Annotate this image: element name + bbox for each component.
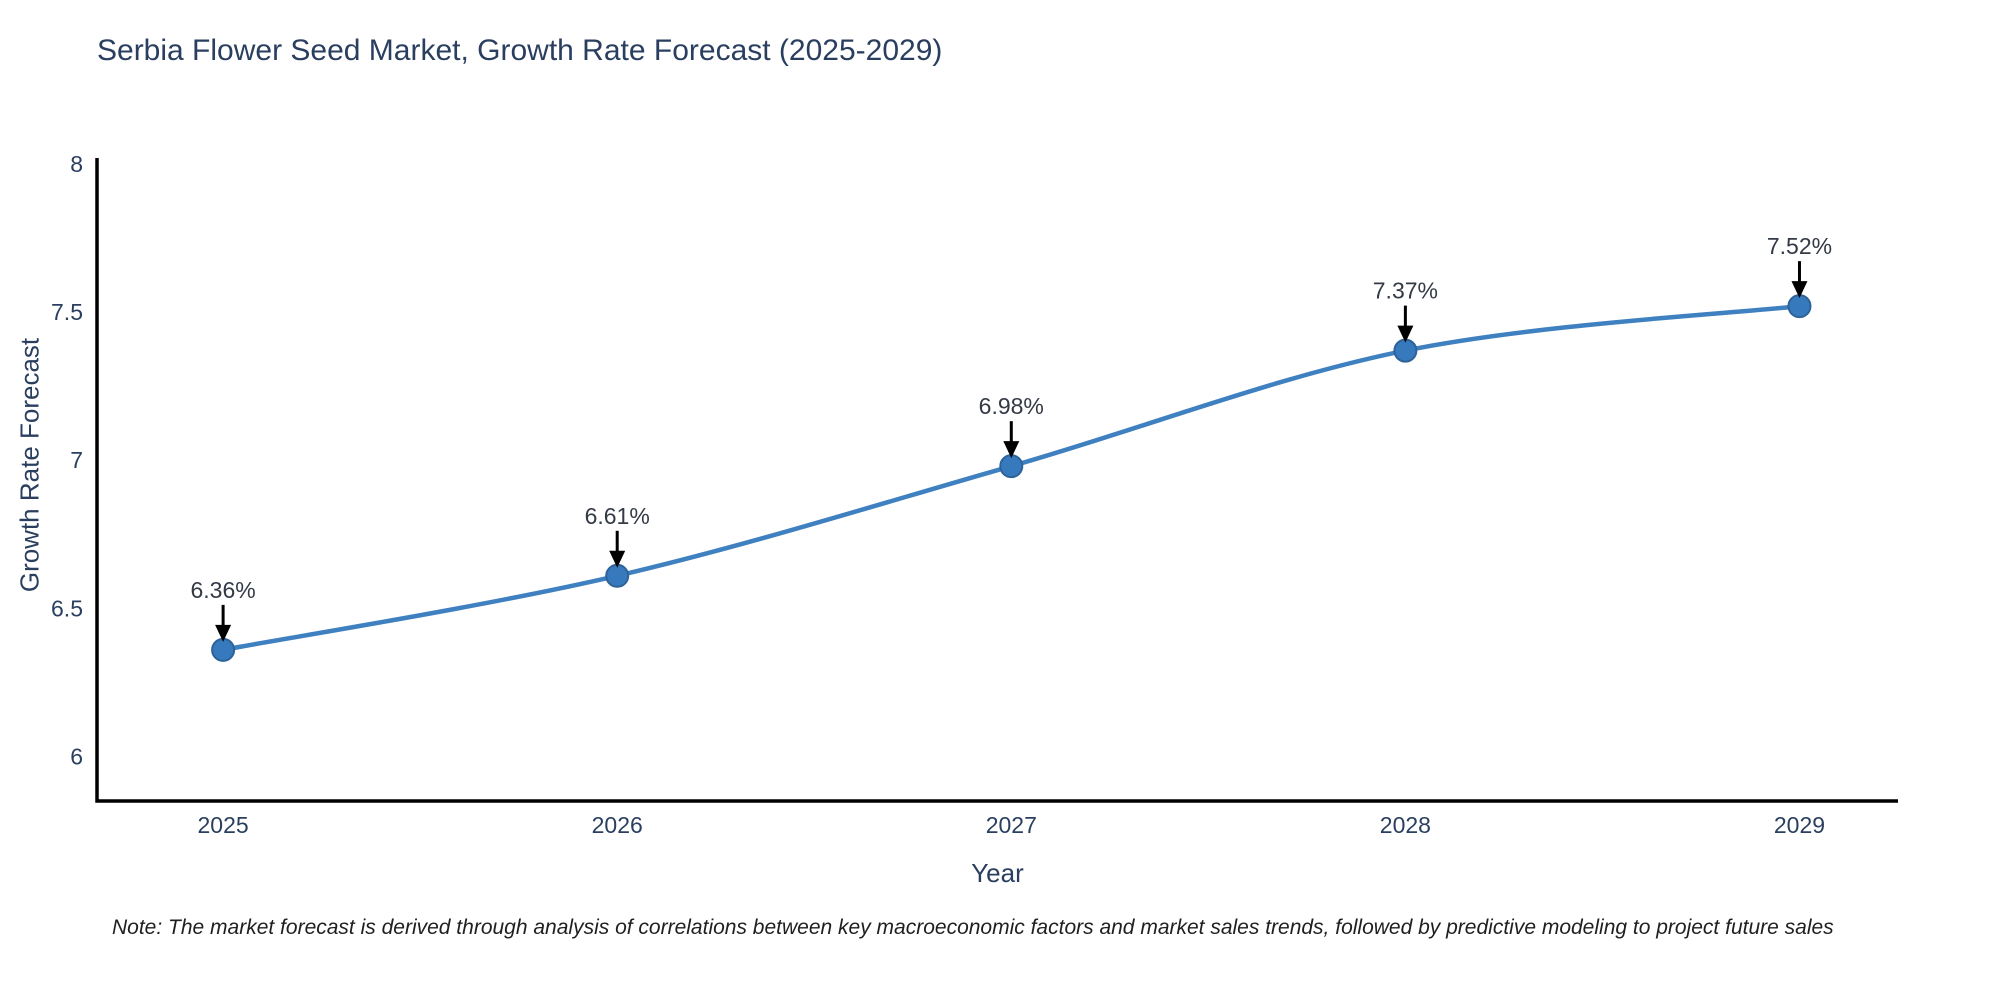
- data-point-marker: [1393, 338, 1418, 363]
- data-point-label: 7.37%: [1373, 278, 1438, 304]
- y-tick-label: 8: [70, 151, 83, 177]
- data-point-marker: [605, 563, 630, 588]
- axes-spine: [95, 158, 1898, 803]
- data-point-marker: [1787, 294, 1812, 319]
- data-point-label: 6.98%: [979, 393, 1044, 419]
- x-tick-label: 2027: [986, 812, 1037, 838]
- annotation-arrowhead: [609, 550, 626, 568]
- x-tick-label: 2025: [198, 812, 249, 838]
- chart-title: Serbia Flower Seed Market, Growth Rate F…: [97, 34, 943, 67]
- annotation-arrowhead: [215, 624, 232, 642]
- y-tick-label: 6.5: [51, 595, 83, 621]
- annotation-arrowhead: [1791, 281, 1808, 299]
- x-tick-label: 2029: [1774, 812, 1825, 838]
- annotation-arrowhead: [1003, 441, 1020, 459]
- data-point-marker: [211, 637, 236, 662]
- y-tick-label: 7.5: [51, 299, 83, 325]
- data-point-label: 6.61%: [585, 503, 650, 529]
- footnote: Note: The market forecast is derived thr…: [112, 916, 1834, 939]
- x-axis-title: Year: [971, 858, 1024, 888]
- data-point-label: 6.36%: [191, 577, 256, 603]
- x-tick-label: 2028: [1380, 812, 1431, 838]
- x-tick-label: 2026: [592, 812, 643, 838]
- annotation-arrowhead: [1397, 325, 1414, 343]
- data-point-marker: [999, 454, 1024, 479]
- y-tick-label: 6: [70, 744, 83, 770]
- y-axis-title: Growth Rate Forecast: [14, 337, 45, 593]
- data-point-label: 7.52%: [1767, 233, 1832, 259]
- y-tick-label: 7: [70, 447, 83, 473]
